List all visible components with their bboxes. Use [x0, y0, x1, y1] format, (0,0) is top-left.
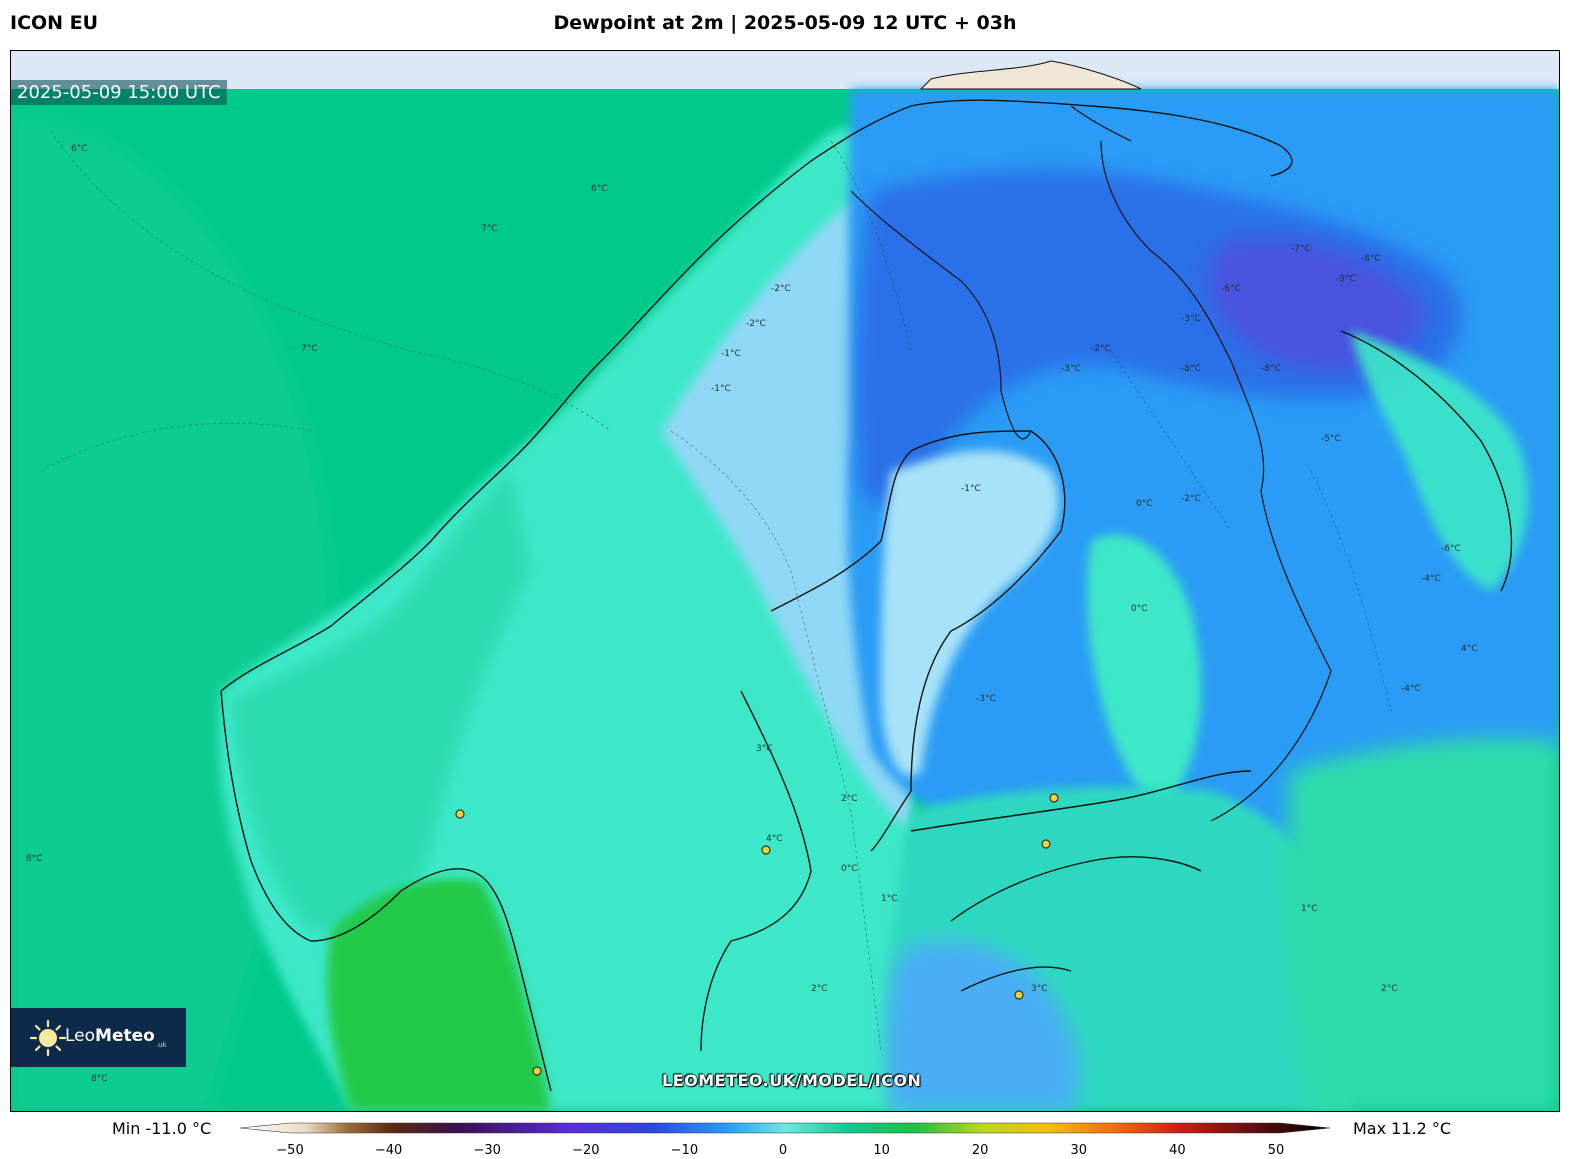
colorbar-tick-label: 50 — [1267, 1143, 1285, 1158]
contour-label: 1°C — [1301, 904, 1318, 914]
valid-time-badge: 2025-05-09 15:00 UTC — [11, 80, 227, 105]
colorbar-tick-label: 0 — [778, 1143, 788, 1158]
northern-land — [919, 60, 1142, 90]
borders — [850, 105, 1332, 822]
contour-label: 7°C — [481, 224, 498, 234]
contour-label: 8°C — [91, 1074, 108, 1084]
contour-label: -1°C — [721, 349, 741, 359]
contour-label: -1°C — [711, 384, 731, 394]
contour-label: -5°C — [1321, 434, 1341, 444]
norway-west — [231, 471, 531, 931]
finland-cyan-strip — [1087, 534, 1201, 811]
colorbar — [240, 1122, 1330, 1134]
contour-label: 7°C — [301, 344, 318, 354]
light-blue-region — [661, 171, 911, 831]
logo-text: LeoMeteo.uk — [65, 1026, 167, 1049]
contour-label: -2°C — [1091, 344, 1111, 354]
contour-label: 6°C — [71, 144, 88, 154]
contour-label: 8°C — [26, 854, 43, 864]
contour-label: 1°C — [881, 894, 898, 904]
contour-label: 2°C — [811, 984, 828, 994]
contour-label: -2°C — [1181, 494, 1201, 504]
contour-label: -3°C — [1061, 364, 1081, 374]
max-value-label: Max 11.2 °C — [1353, 1119, 1452, 1138]
contour-label: -3°C — [976, 694, 996, 704]
colorbar-ramp — [240, 1122, 1330, 1134]
contour-label-group: -2°C -1°C -2°C -3°C -4°C -7°C -6°C -8°C … — [26, 144, 1478, 1084]
contour-label: 2°C — [1381, 984, 1398, 994]
contour-label: -2°C — [746, 319, 766, 329]
contour-label: -6°C — [1221, 284, 1241, 294]
sun-icon — [29, 1019, 67, 1056]
contour-label: -2°C — [771, 284, 791, 294]
contour-lines — [40, 130, 1392, 1052]
contour-label: -4°C — [1401, 684, 1421, 694]
city-marker[interactable] — [1014, 990, 1024, 1000]
watermark: LEOMETEO.UK/MODEL/ICON — [662, 1071, 922, 1090]
chart-title: Dewpoint at 2m | 2025-05-09 12 UTC + 03h — [553, 12, 1017, 34]
logo-suffix: .uk — [155, 1041, 167, 1049]
contour-label: 0°C — [1136, 499, 1153, 509]
colorbar-tick-label: −30 — [473, 1143, 501, 1158]
contour-label: 4°C — [1461, 644, 1478, 654]
city-markers — [455, 793, 1059, 1076]
city-marker[interactable] — [1049, 793, 1059, 803]
colorbar-tick-label: −10 — [670, 1143, 699, 1158]
contour-label: 0°C — [841, 864, 858, 874]
contour-label: -4°C — [1421, 574, 1441, 584]
logo-text-bold: Meteo — [95, 1026, 155, 1046]
min-value-label: Min -11.0 °C — [112, 1119, 212, 1138]
contour-label: -1°C — [961, 484, 981, 494]
map-svg: -2°C -1°C -2°C -3°C -4°C -7°C -6°C -8°C … — [11, 51, 1559, 1111]
colorbar-tick-label: 20 — [971, 1143, 989, 1158]
white-sea — [1351, 331, 1529, 591]
contour-label: 4°C — [766, 834, 783, 844]
contour-label: -8°C — [1261, 364, 1281, 374]
colorbar-tick-label: 40 — [1169, 1143, 1186, 1158]
contour-label: -8°C — [1181, 364, 1201, 374]
east-region — [1287, 738, 1559, 1111]
contour-label: 3°C — [1031, 984, 1048, 994]
contour-label: -9°C — [1336, 274, 1356, 284]
colorbar-area: Min -11.0 °C — [0, 1112, 1570, 1159]
city-marker[interactable] — [1041, 839, 1051, 849]
contour-label: -7°C — [1291, 244, 1311, 254]
city-marker[interactable] — [455, 809, 465, 819]
leometeo-logo[interactable]: LeoMeteo.uk — [11, 1008, 186, 1067]
contour-label: 2°C — [841, 794, 858, 804]
contour-label: 0°C — [1131, 604, 1148, 614]
colorbar-tick-label: 10 — [873, 1143, 890, 1158]
city-marker[interactable] — [761, 845, 771, 855]
city-marker[interactable] — [532, 1066, 542, 1076]
colorbar-tick-label: −50 — [276, 1143, 304, 1158]
colorbar-tick-label: 30 — [1070, 1143, 1088, 1158]
bothnia-gulf — [881, 450, 1059, 777]
coastlines — [220, 99, 1513, 1092]
model-name: ICON EU — [10, 12, 99, 34]
colorbar-tick-label: −20 — [572, 1143, 600, 1158]
baltic-blue-patch — [885, 940, 1079, 1111]
contour-label: 3°C — [756, 744, 773, 754]
contour-label: -6°C — [1441, 544, 1461, 554]
colorbar-tick-label: −40 — [374, 1143, 403, 1158]
map-canvas[interactable]: -2°C -1°C -2°C -3°C -4°C -7°C -6°C -8°C … — [10, 50, 1560, 1112]
logo-text-light: Leo — [65, 1026, 96, 1046]
contour-label: -3°C — [1181, 314, 1201, 324]
contour-label: -8°C — [1361, 254, 1381, 264]
contour-label: 6°C — [591, 184, 608, 194]
top-band — [11, 51, 1559, 89]
warm-south — [327, 878, 551, 1111]
